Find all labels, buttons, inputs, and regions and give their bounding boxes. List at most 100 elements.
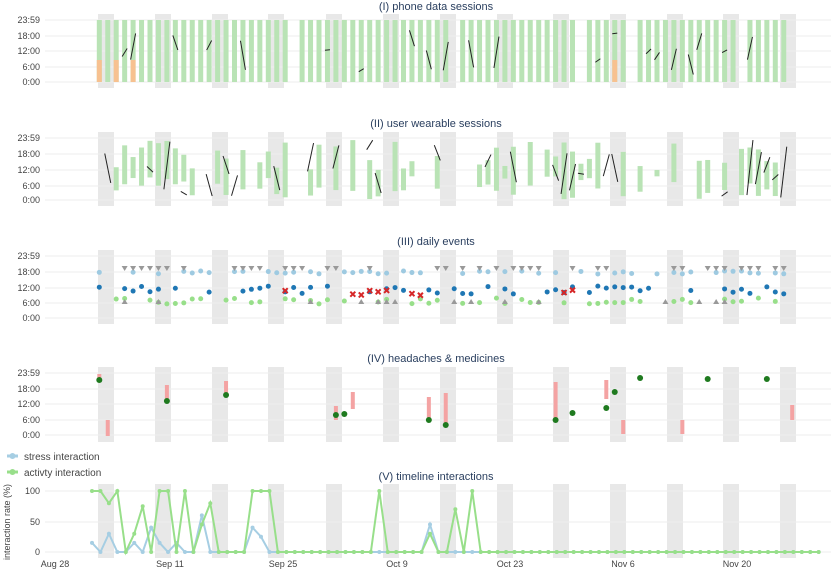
xtick-label: Sep 25	[269, 559, 298, 569]
series-point-1	[115, 489, 120, 493]
wearable-session-bar	[350, 140, 356, 191]
series-point-1	[419, 550, 424, 554]
event-triangle-down	[290, 266, 297, 271]
phone-session-tick	[654, 52, 660, 61]
event-dark-dot	[291, 284, 297, 290]
xtick-label: Nov 20	[723, 559, 752, 569]
medicine-dot	[603, 405, 610, 411]
event-triangle-up	[358, 299, 365, 304]
phone-session-bar	[696, 20, 702, 82]
event-cross	[560, 289, 568, 296]
series-point-1	[444, 550, 449, 554]
series-point-1	[563, 550, 568, 554]
wearable-session-bar	[215, 150, 221, 184]
event-dark-dot	[586, 289, 592, 295]
event-light-dot	[375, 271, 381, 277]
phone-session-tick	[408, 30, 415, 47]
series-point-1	[461, 550, 466, 554]
medicine-dot	[704, 376, 711, 382]
phone-session-bar	[417, 20, 423, 82]
event-dark-dot	[265, 283, 271, 289]
series-point-1	[782, 550, 787, 554]
wearable-session-bar	[333, 146, 339, 191]
medicine-dot	[341, 411, 348, 417]
event-triangle-down	[704, 266, 711, 271]
phone-session-bar	[375, 20, 381, 82]
headache-bar	[621, 420, 626, 434]
title-wearable: (II) user wearable sessions	[370, 118, 502, 130]
phone-session-bar	[477, 20, 483, 82]
event-dark-dot	[544, 289, 550, 295]
event-triangle-up	[121, 299, 128, 304]
event-green-dot	[603, 299, 609, 305]
series-point-1	[495, 550, 500, 554]
event-dark-dot	[122, 286, 128, 292]
shading-band	[723, 250, 739, 324]
shading-band	[667, 484, 683, 558]
wearable-session-tick	[771, 174, 779, 181]
legend-stress-label: stress interaction	[24, 452, 100, 463]
phone-session-tick	[425, 50, 432, 70]
wearable-session-bar	[401, 168, 406, 191]
title-phone: (I) phone data sessions	[379, 1, 494, 13]
phone-session-bar	[468, 20, 474, 82]
event-green-dot	[586, 301, 592, 307]
event-cross	[358, 291, 365, 299]
shading-band	[326, 250, 342, 324]
event-dark-dot	[646, 285, 652, 291]
event-cross	[281, 287, 289, 294]
shading-band	[383, 484, 399, 558]
shading-band	[440, 250, 456, 324]
event-dark-dot	[248, 286, 254, 292]
series-point-0	[115, 550, 120, 554]
medicine-dot	[637, 375, 644, 381]
wearable-session-bar	[282, 142, 288, 198]
shading-band	[780, 484, 796, 558]
event-triangle-down	[780, 266, 787, 271]
event-light-dot	[409, 270, 415, 276]
phone-partial-bar	[130, 60, 136, 82]
event-dark-dot	[172, 285, 178, 291]
series-point-0	[267, 550, 272, 554]
event-green-dot	[189, 296, 195, 302]
event-green-dot	[434, 297, 440, 303]
ytick-label: 18:00	[17, 31, 40, 41]
phone-session-bar	[181, 20, 187, 82]
event-light-dot	[553, 270, 559, 276]
wearable-session-tick	[569, 163, 576, 191]
wearable-session-bar	[578, 163, 584, 181]
event-dark-dot	[739, 286, 744, 292]
phone-session-bar	[282, 20, 288, 82]
wearable-session-bar	[502, 165, 508, 179]
phone-session-tick	[595, 58, 601, 63]
phone-session-bar	[705, 20, 711, 82]
event-dark-dot	[257, 285, 263, 291]
medicine-dot	[569, 410, 576, 416]
event-light-dot	[722, 268, 728, 274]
event-dark-dot	[730, 289, 736, 295]
shading-band	[98, 132, 114, 206]
headache-bar	[680, 420, 685, 434]
event-green-dot	[527, 300, 533, 306]
wearable-session-tick	[366, 139, 374, 150]
event-triangle-down	[147, 266, 153, 271]
event-light-dot	[747, 270, 753, 276]
legend-stress-marker	[9, 453, 16, 459]
phone-session-tick	[746, 36, 753, 60]
event-dark-dot	[629, 284, 635, 290]
series-point-1	[580, 550, 585, 554]
wearable-session-bar	[477, 164, 483, 188]
event-green-dot	[460, 300, 466, 306]
phone-session-bar	[586, 20, 592, 82]
series-point-1	[267, 489, 272, 493]
event-light-dot	[240, 268, 246, 274]
series-point-0	[453, 550, 458, 554]
event-green-dot	[755, 295, 761, 301]
wearable-session-bar	[139, 147, 145, 186]
event-triangle-down	[256, 266, 263, 271]
event-triangle-down	[670, 266, 677, 271]
series-point-1	[453, 507, 458, 512]
shading-band	[610, 484, 626, 558]
event-triangle-down	[442, 266, 449, 271]
event-dark-dot	[781, 291, 787, 297]
